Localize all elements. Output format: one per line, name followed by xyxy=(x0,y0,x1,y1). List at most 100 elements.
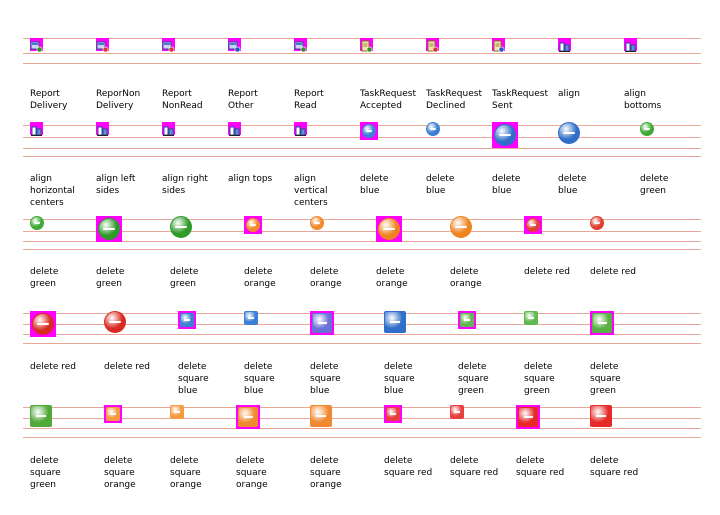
delete-circle xyxy=(246,218,260,232)
icon-label: Report Other xyxy=(228,89,258,111)
delete-circle xyxy=(362,124,376,138)
icon-label: delete square orange xyxy=(310,456,342,490)
minus-mark xyxy=(593,222,601,224)
guide-line xyxy=(23,437,701,438)
icon-label: align horizontal centers xyxy=(30,174,75,208)
guide-line xyxy=(23,63,701,64)
delete-square xyxy=(180,313,194,327)
minus-mark xyxy=(499,134,511,136)
delete-square-orange-icon xyxy=(104,405,122,423)
icon-label: delete red xyxy=(524,267,570,277)
align-right-sides-icon-glyph xyxy=(163,126,174,136)
align-bottoms-icon-glyph xyxy=(625,42,636,52)
guide-line xyxy=(23,418,701,419)
guide-line xyxy=(23,241,701,242)
delete-green-icon xyxy=(640,122,654,136)
minus-mark xyxy=(33,222,41,224)
report-other-icon xyxy=(228,38,241,53)
report-read-icon-glyph xyxy=(294,41,307,53)
delete-circle xyxy=(98,218,120,240)
icon-label: delete blue xyxy=(558,174,587,196)
icon-label: Report NonRead xyxy=(162,89,203,111)
delete-square xyxy=(384,311,406,333)
icon-label: delete red xyxy=(30,362,76,372)
report-non-delivery-icon-glyph xyxy=(96,41,109,53)
delete-circle xyxy=(104,311,126,333)
icon-label: delete green xyxy=(96,267,125,289)
icon-label: delete square red xyxy=(590,456,639,478)
icon-label: TaskRequest Declined xyxy=(426,89,482,111)
delete-circle xyxy=(378,218,400,240)
icon-label: delete green xyxy=(170,267,199,289)
icon-label: align tops xyxy=(228,174,273,184)
icon-label: delete blue xyxy=(360,174,389,196)
align-horizontal-centers-icon xyxy=(30,122,43,136)
delete-square-green-icon xyxy=(458,311,476,329)
icon-label: delete square blue xyxy=(178,362,209,396)
icon-label: delete square orange xyxy=(104,456,136,490)
align-bottoms-icon xyxy=(624,38,637,52)
minus-mark xyxy=(243,415,253,419)
report-non-delivery-icon xyxy=(96,38,109,53)
delete-square xyxy=(524,311,538,325)
delete-circle xyxy=(450,216,472,238)
delete-square-blue-icon xyxy=(384,311,406,333)
guide-line xyxy=(23,407,701,408)
task-request-accepted-icon xyxy=(360,38,373,53)
minus-mark xyxy=(597,321,607,325)
delete-square-red-icon xyxy=(450,405,464,419)
minus-mark xyxy=(464,319,470,321)
report-other-icon-glyph xyxy=(228,41,241,53)
icon-label: delete red xyxy=(104,362,150,372)
icon-label: delete orange xyxy=(310,267,342,289)
delete-circle xyxy=(426,122,440,136)
delete-green-icon xyxy=(170,216,192,238)
minus-mark xyxy=(175,226,187,228)
guide-line xyxy=(23,156,701,157)
delete-circle xyxy=(590,216,604,230)
report-nonread-icon-glyph xyxy=(162,41,175,53)
delete-square xyxy=(450,405,464,419)
guide-line xyxy=(23,324,701,325)
icon-label: delete green xyxy=(640,174,669,196)
delete-square-blue-icon xyxy=(178,311,196,329)
delete-square xyxy=(170,405,184,419)
task-request-sent-icon xyxy=(492,38,505,53)
icon-label: TaskRequest Sent xyxy=(492,89,548,111)
guide-line xyxy=(23,148,701,149)
delete-square-green-icon xyxy=(524,311,538,325)
minus-mark xyxy=(110,413,116,415)
minus-mark xyxy=(103,228,115,230)
delete-square xyxy=(590,405,612,427)
delete-square xyxy=(244,311,258,325)
guide-line xyxy=(23,313,701,314)
minus-mark xyxy=(174,411,180,413)
guide-line xyxy=(23,343,701,344)
task-request-sent-icon-glyph xyxy=(493,40,505,53)
minus-mark xyxy=(454,411,460,413)
delete-circle xyxy=(640,122,654,136)
minus-mark xyxy=(36,414,46,418)
minus-mark xyxy=(529,224,537,226)
icon-label: delete red xyxy=(590,267,636,277)
minus-mark xyxy=(249,224,257,226)
delete-blue-icon xyxy=(558,122,580,144)
minus-mark xyxy=(383,228,395,230)
delete-square-red-icon xyxy=(384,405,402,423)
icon-label: align vertical centers xyxy=(294,174,328,208)
delete-orange-icon xyxy=(244,216,262,234)
delete-circle xyxy=(526,218,540,232)
align-icon-glyph xyxy=(559,42,570,52)
delete-square-blue-icon xyxy=(244,311,258,325)
minus-mark xyxy=(313,222,321,224)
icon-label: delete blue xyxy=(492,174,521,196)
minus-mark xyxy=(184,319,190,321)
delete-red-icon xyxy=(104,311,126,333)
icon-label: delete square red xyxy=(384,456,433,478)
align-tops-icon-glyph xyxy=(229,126,240,136)
delete-square-blue-icon xyxy=(310,311,334,335)
task-request-declined-icon xyxy=(426,38,439,53)
align-tops-icon xyxy=(228,122,241,136)
icon-label: Report Delivery xyxy=(30,89,68,111)
task-request-declined-icon-glyph xyxy=(427,40,439,53)
